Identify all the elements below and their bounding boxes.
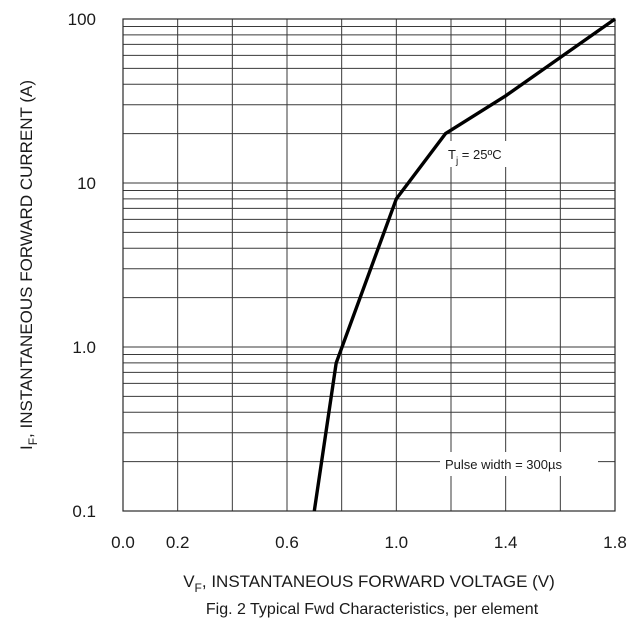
figure-caption: Fig. 2 Typical Fwd Characteristics, per … <box>206 601 539 618</box>
plot-frame <box>122 18 616 512</box>
pulse-annotation-background <box>440 452 598 476</box>
svg-text:Tj = 25ºC: Tj = 25ºC <box>448 147 502 167</box>
x-tick-label: 1.4 <box>494 533 518 552</box>
y-axis-label-rest: , INSTANTANEOUS FORWARD CURRENT (A) <box>17 80 36 438</box>
x-tick-label: 1.0 <box>385 533 409 552</box>
y-tick-label: 100 <box>68 10 96 29</box>
pulse-annotation: Pulse width = 300µs <box>440 452 598 476</box>
tj-annotation-subscript: j <box>455 156 458 167</box>
y-tick-label: 0.1 <box>72 502 96 521</box>
tj-annotation-main: T <box>448 147 456 162</box>
y-tick-labels: 100 10 1.0 0.1 <box>68 10 96 521</box>
x-axis-label: VF, INSTANTANEOUS FORWARD VOLTAGE (V) <box>183 572 555 595</box>
series-layer <box>312 17 616 512</box>
y-tick-label: 1.0 <box>72 338 96 357</box>
y-axis-label-subscript: F <box>26 438 40 445</box>
y-axis-label-main: I <box>17 445 36 450</box>
x-axis-label-rest: , INSTANTANEOUS FORWARD VOLTAGE (V) <box>202 572 555 591</box>
x-axis-label-main: V <box>183 572 195 591</box>
tj-annotation-rest: = 25ºC <box>458 147 501 162</box>
x-tick-label: 1.8 <box>603 533 627 552</box>
tj-annotation: Tj = 25ºC <box>443 141 519 167</box>
x-tick-labels: 0.0 0.2 0.6 1.0 1.4 1.8 <box>111 533 627 552</box>
pulse-annotation-text: Pulse width = 300µs <box>445 457 562 472</box>
x-tick-label: 0.0 <box>111 533 135 552</box>
grid-lines <box>123 19 615 511</box>
y-axis-label: IF, INSTANTANEOUS FORWARD CURRENT (A) <box>17 80 40 450</box>
y-tick-label: 10 <box>77 174 96 193</box>
forward-characteristic-line <box>312 17 616 512</box>
x-tick-label: 0.2 <box>166 533 190 552</box>
tj-annotation-background <box>443 141 519 167</box>
svg-text:IF, INSTANTANEOUS FORWARD CURR: IF, INSTANTANEOUS FORWARD CURRENT (A) <box>17 80 40 450</box>
x-axis-label-subscript: F <box>195 581 202 595</box>
x-tick-label: 0.6 <box>275 533 299 552</box>
